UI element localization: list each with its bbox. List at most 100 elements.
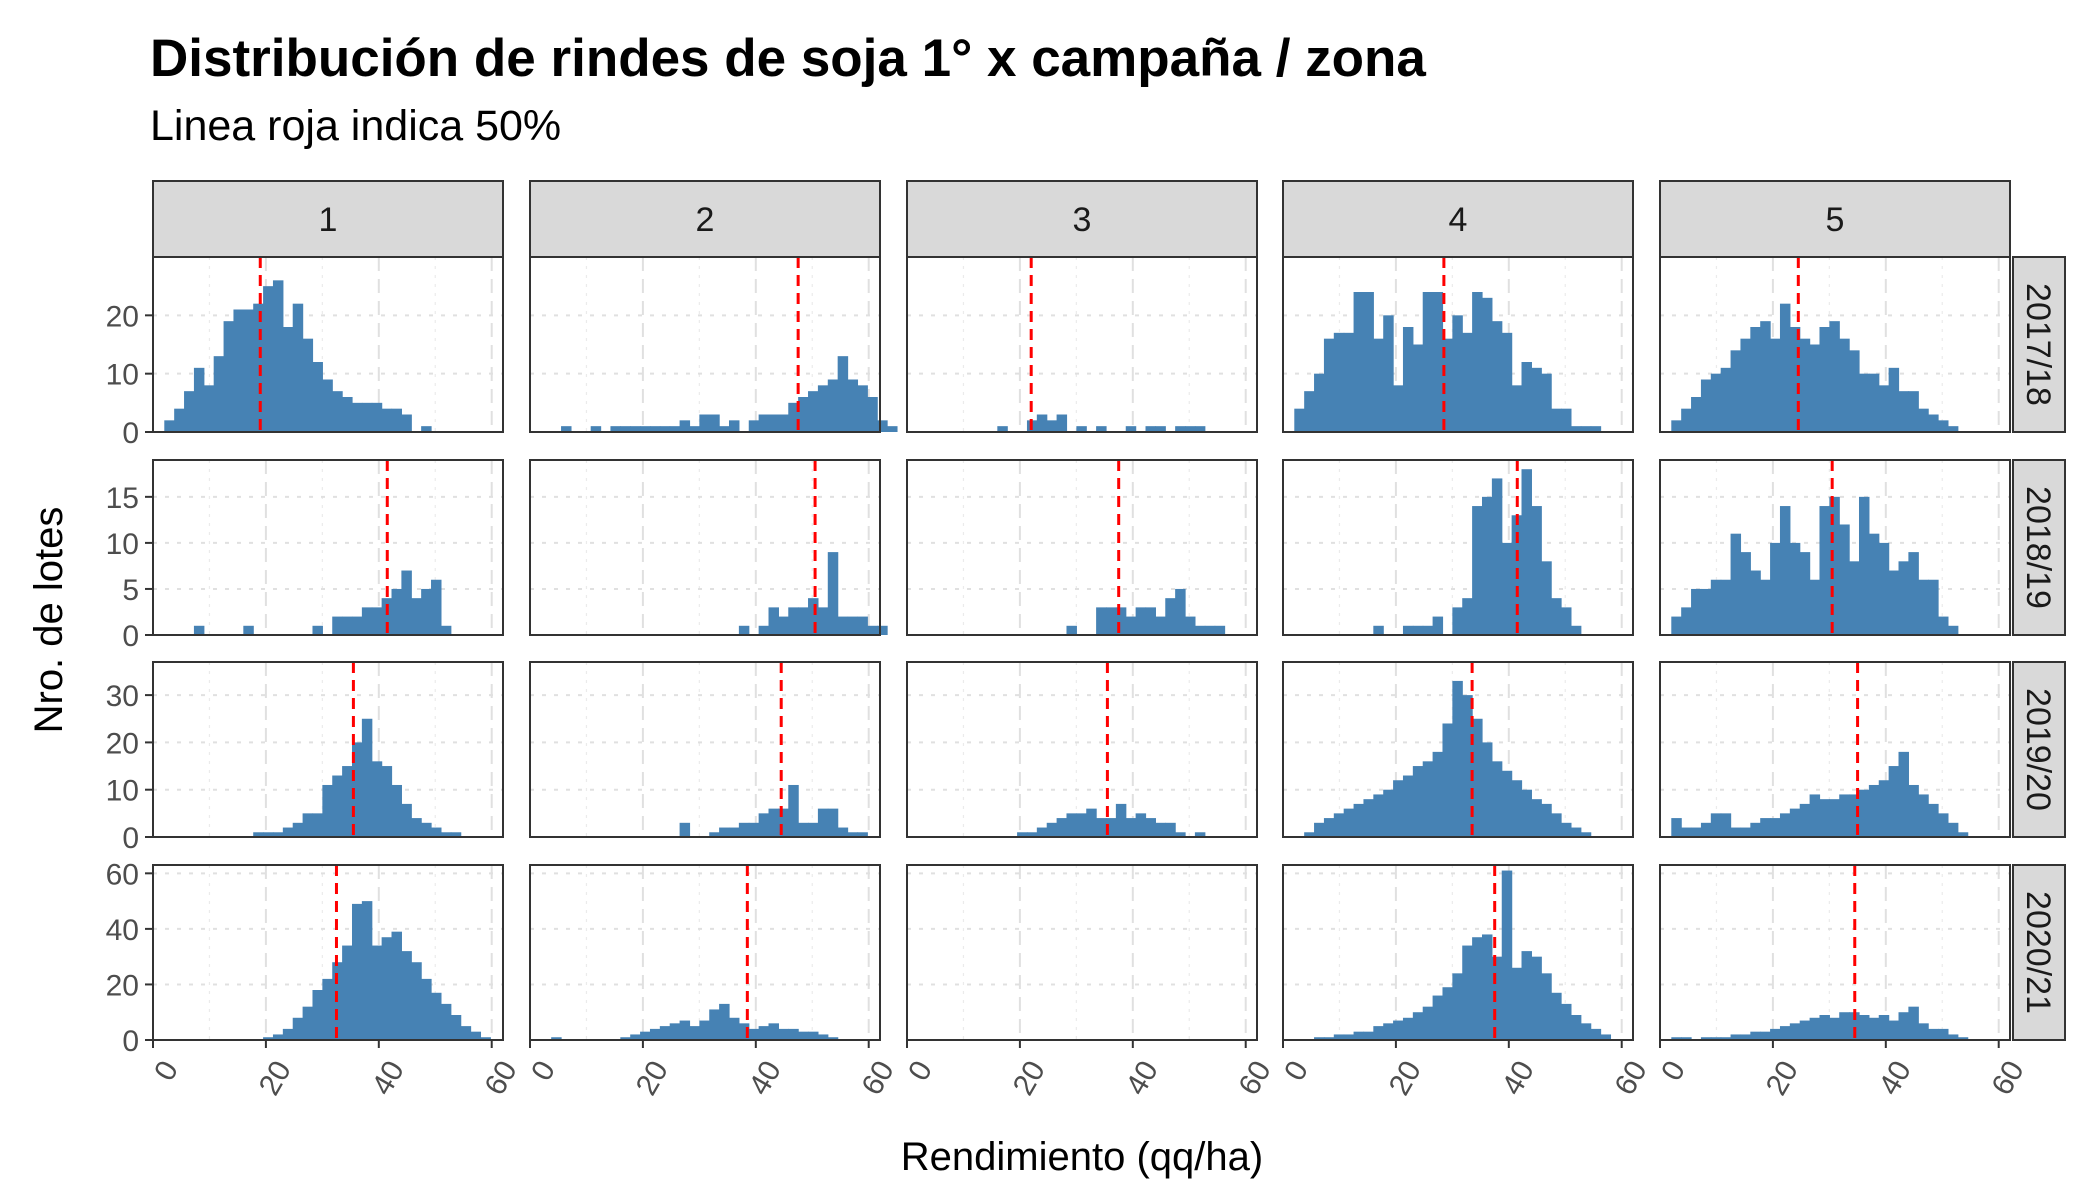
histogram-bar [808,391,819,432]
histogram-bar [719,426,730,432]
histogram-bar [1412,625,1424,635]
histogram-bar [1720,813,1732,837]
histogram-bar [1462,332,1473,432]
x-tick-label: 20 [1007,1055,1052,1100]
histogram-bar [1056,818,1068,837]
histogram-bar [263,832,274,837]
histogram-bar [1947,1034,1959,1040]
histogram-bar [817,607,829,635]
histogram-bar [1691,827,1702,837]
histogram-bar [440,832,452,837]
histogram-bar [1600,1034,1612,1040]
histogram-bar [1481,934,1493,1040]
histogram-bar [887,426,898,432]
histogram-bar [332,616,343,635]
histogram-bar [1681,607,1692,635]
histogram-bar [292,822,304,837]
histogram-bar [689,426,700,432]
histogram-bar [1155,616,1166,635]
histogram-bar [1809,794,1821,837]
histogram-bar [1779,813,1791,837]
histogram-bar [1353,292,1365,432]
histogram-bar [421,588,432,635]
histogram-bar [1928,803,1939,837]
histogram-bar [1908,784,1919,837]
histogram-bar [243,625,254,635]
histogram-bar [817,808,829,837]
histogram-bar [1076,813,1087,837]
histogram-bar [1770,818,1781,837]
histogram-bar [1740,552,1751,635]
histogram-bar [1521,789,1532,837]
histogram-bar [1194,625,1206,635]
histogram-bar [1928,414,1939,432]
x-tick-label: 20 [1760,1055,1805,1100]
histogram-bar [1700,822,1712,837]
x-tick-label: 20 [630,1055,675,1100]
histogram-bar [480,1037,491,1040]
histogram-bar [1393,780,1404,837]
histogram-bar [193,625,205,635]
histogram-bar [728,420,740,432]
histogram-bar [827,1037,839,1040]
x-tick-label: 60 [1986,1055,2031,1100]
histogram-bar [827,379,839,432]
histogram-bar [1066,625,1077,635]
histogram-bar [1491,321,1503,432]
histogram-bar [312,990,323,1040]
histogram-bar [371,402,383,432]
histogram-bar [997,426,1008,432]
histogram-bar [1888,367,1900,432]
histogram-bar [1691,397,1702,432]
histogram-bar [1918,794,1929,837]
histogram-bar [1809,579,1821,635]
histogram-bar [1878,1015,1890,1040]
histogram-bar [837,827,849,837]
x-tick-label: 40 [1120,1055,1165,1100]
histogram-bar [272,832,284,837]
panel-border [152,459,504,636]
y-tick-label: 10 [106,359,139,392]
histogram-bar [679,822,691,837]
histogram-bar [857,616,868,635]
histogram-bar [1452,607,1463,635]
histogram-bar [1442,338,1453,432]
histogram-bar [381,408,393,432]
histogram-bar [1353,1031,1365,1040]
panel-border [1282,661,1634,838]
histogram-bar [1105,818,1117,837]
histogram-bar [1938,616,1949,635]
histogram-bar [1531,956,1542,1040]
histogram-bar [401,951,412,1040]
y-tick-label: 30 [106,680,139,713]
histogram-bar [391,588,402,635]
histogram-bar [1304,391,1315,432]
histogram-bar [1551,992,1562,1040]
histogram-bar [1938,420,1949,432]
histogram-bar [1839,1012,1850,1040]
histogram-bar [1849,561,1860,635]
histogram-bar [1809,344,1821,432]
histogram-bar [1878,780,1890,837]
histogram-bar [1888,570,1900,635]
histogram-bar [1570,625,1582,635]
histogram-bar [1760,321,1771,432]
histogram-bar [1730,1034,1742,1040]
histogram-bar [1501,332,1513,432]
histogram-bar [1323,1037,1335,1040]
row-strip-label-2017/18: 2017/18 [2019,283,2057,406]
histogram-bar [1501,770,1513,837]
histogram-bar [778,808,789,837]
histogram-bar [470,1031,482,1040]
histogram-bar [1720,1037,1732,1040]
histogram-bar [1017,832,1028,837]
histogram-bar [302,1006,314,1040]
histogram-bar [1521,951,1532,1040]
histogram-bar [659,1026,671,1040]
panel-border [1282,864,1634,1041]
histogram-bar [837,356,849,432]
histogram-bar [1541,561,1552,635]
histogram-bar [788,402,799,432]
histogram-bar [857,385,868,432]
histogram-bar [768,808,779,837]
